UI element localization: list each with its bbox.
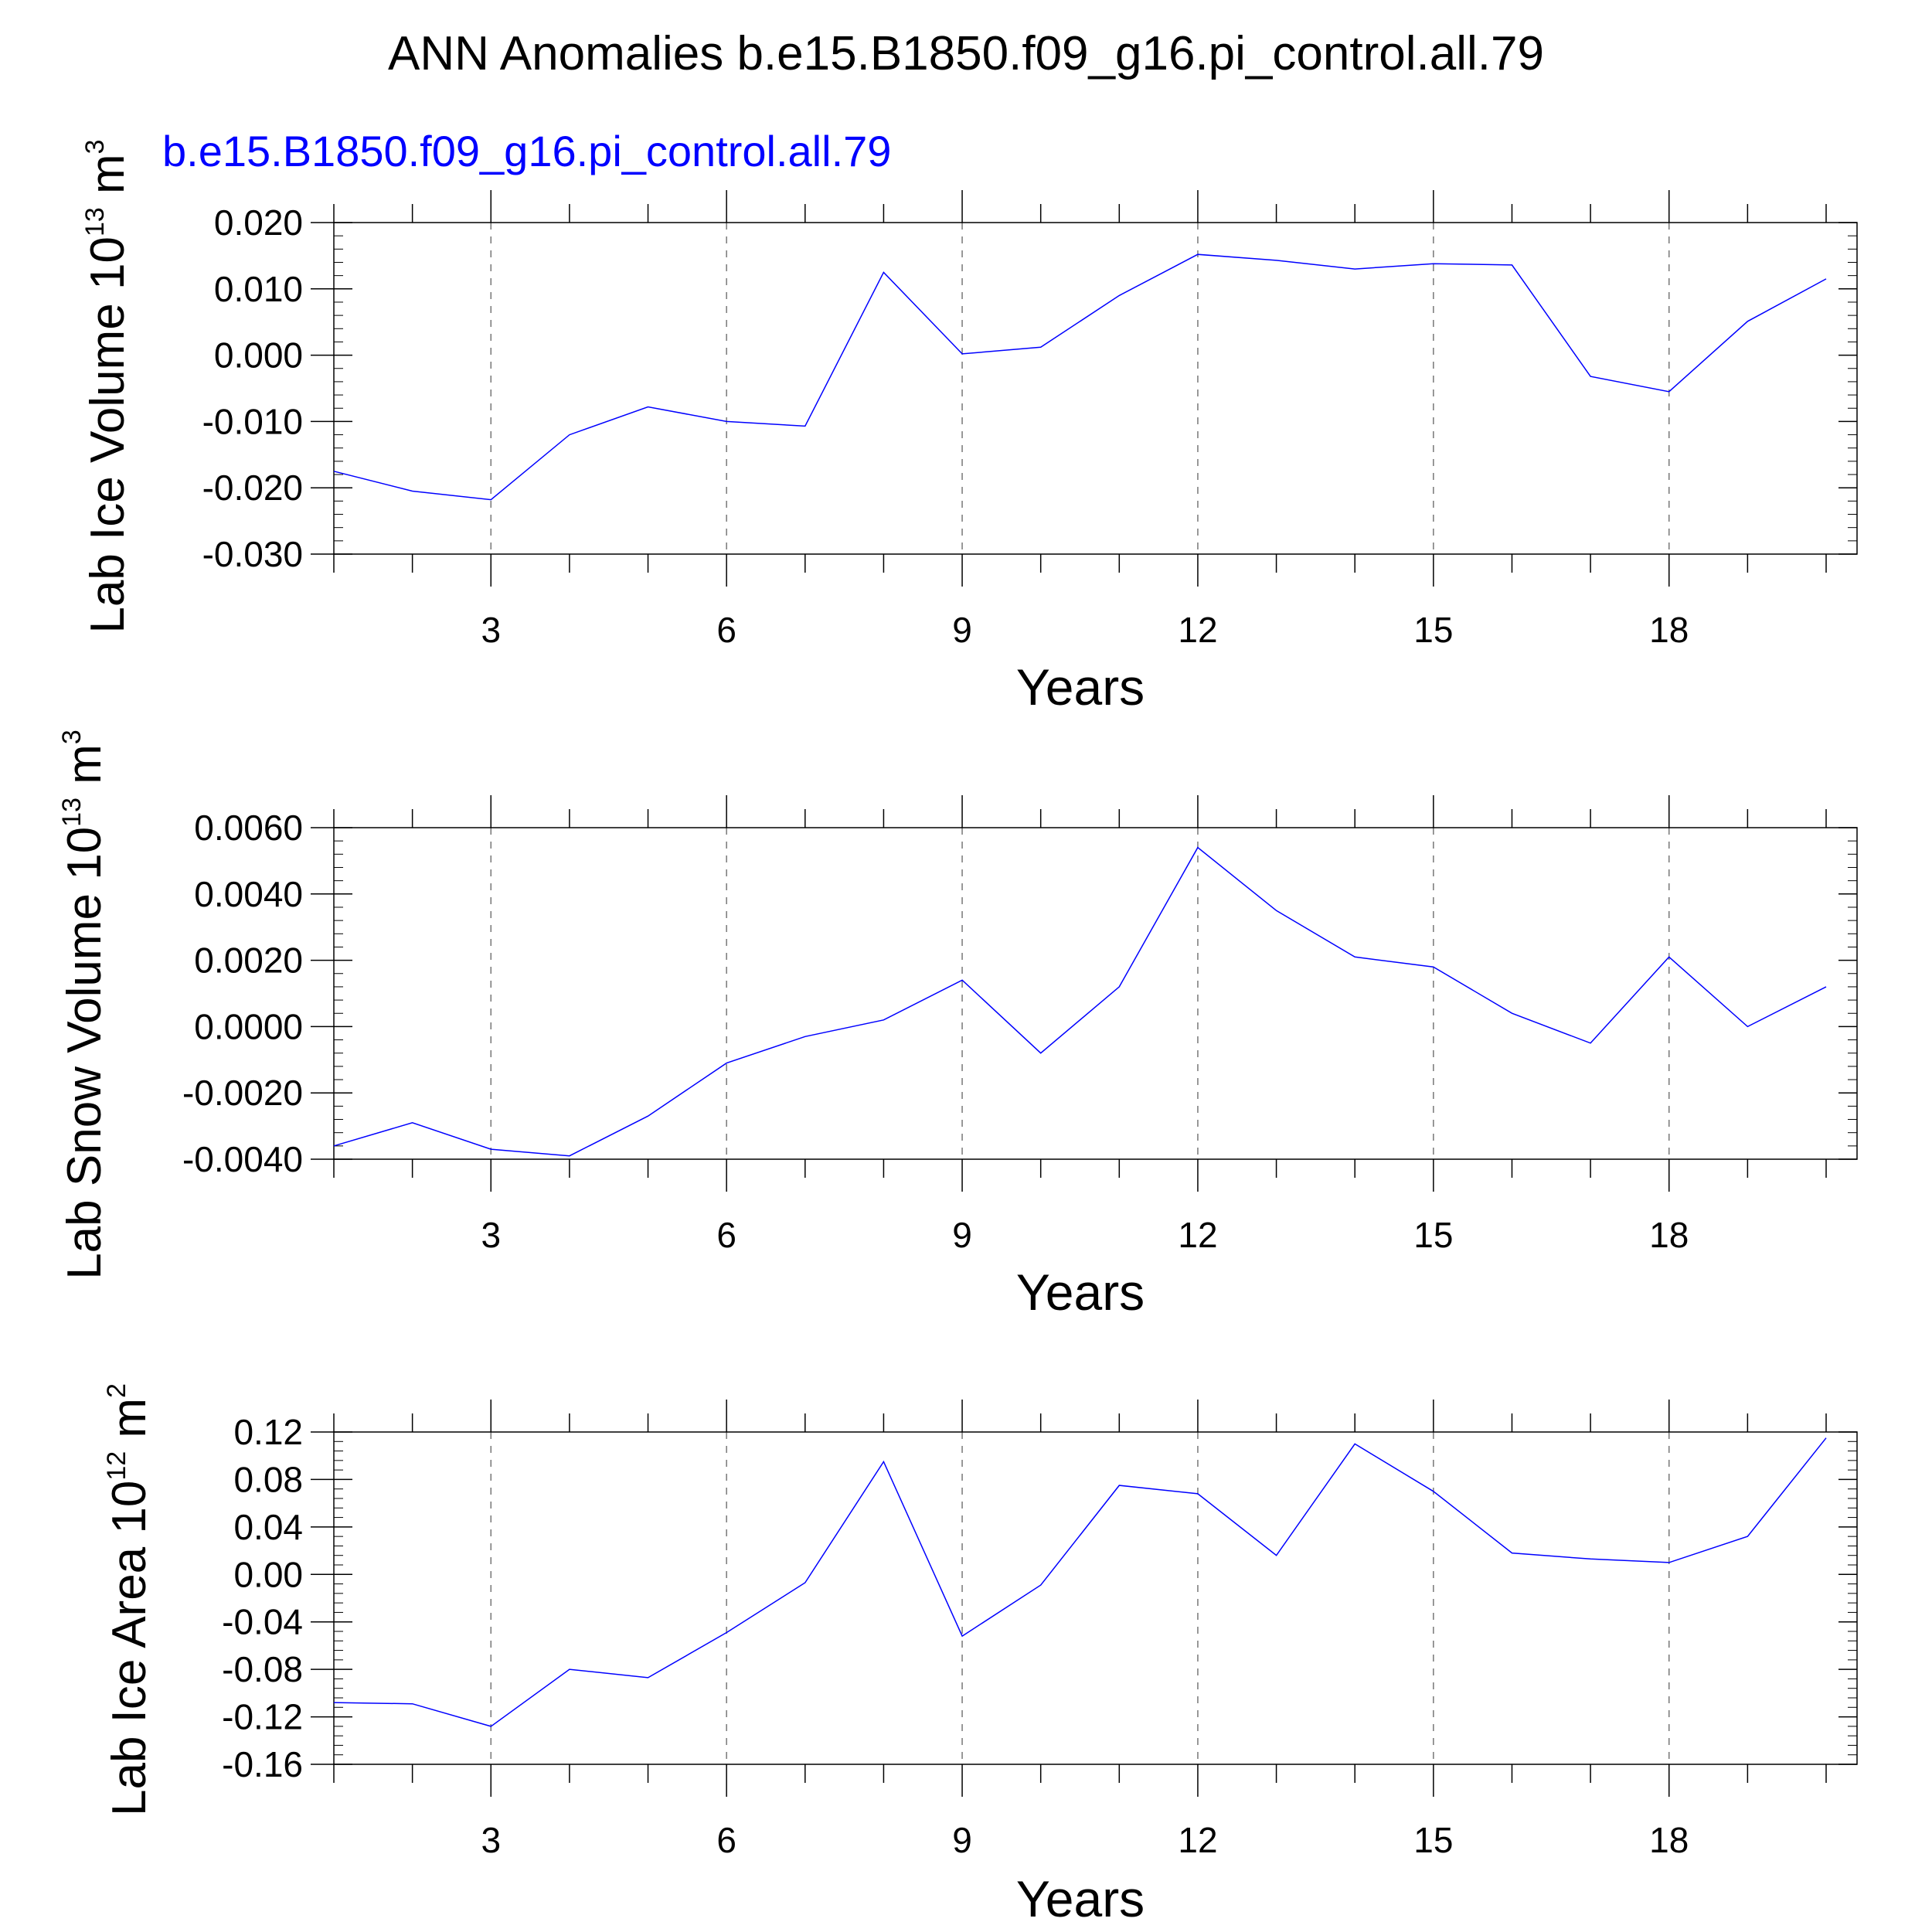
x-tick-label: 18 [1649,1820,1689,1860]
panel-snow-volume: -0.0040 -0.0020 0.0000 0.0020 0.0040 0.0060 3 6… [57,730,1858,1321]
x-tick-label: 6 [716,1820,736,1860]
y-tick-label: -0.08 [222,1649,303,1689]
x-tick-label: 9 [952,1820,972,1860]
plot-frame [333,222,1858,555]
panel-ice-area: -0.16 -0.12 -0.08 -0.04 0.00 0.04 0.08 0.12 3 6 9 1… [102,1383,1858,1927]
y-tick-label: -0.16 [222,1744,303,1784]
series-legend-label: b.e15.B1850.f09_g16.pi_control.all.79 [162,127,891,175]
x-tick-label: 6 [716,610,736,650]
y-tick-label: -0.010 [202,401,303,441]
series-line [333,1437,1827,1727]
y-tick-label: 0.020 [214,202,303,243]
x-axis-label: Years [1016,1870,1145,1927]
panel-ice-volume: -0.030 -0.020 -0.010 0.000 0.010 0.020 3 6 9 12 15… [80,139,1858,716]
y-tick-label: -0.030 [202,534,303,574]
x-tick-label: 18 [1649,610,1689,650]
y-tick-label: 0.0060 [194,808,303,848]
x-tick-label: 3 [481,1820,501,1860]
y-tick-label: -0.020 [202,468,303,508]
series-line [333,253,1827,501]
series-line [333,846,1827,1157]
x-tick-label: 18 [1649,1215,1689,1255]
x-tick-label: 15 [1413,610,1453,650]
x-axis-label: Years [1016,658,1145,716]
panels: -0.030 -0.020 -0.010 0.000 0.010 0.020 3 6 9 12 15… [57,139,1858,1927]
y-tick-label: 0.04 [233,1507,303,1547]
y-tick-label: 0.0020 [194,940,303,981]
y-axis-label: Lab Ice Area 1012 m2 [102,1383,156,1816]
x-tick-label: 3 [481,610,501,650]
y-tick-label: 0.08 [233,1459,303,1499]
x-tick-label: 3 [481,1215,501,1255]
y-tick-label: 0.0000 [194,1006,303,1046]
y-tick-label: -0.0040 [182,1139,303,1179]
x-tick-label: 9 [952,610,972,650]
y-tick-label: 0.010 [214,269,303,309]
y-axis-label: Lab Ice Volume 1013 m3 [80,139,134,633]
y-tick-label: -0.12 [222,1697,303,1737]
x-tick-label: 12 [1178,1215,1217,1255]
y-tick-label: -0.0020 [182,1073,303,1113]
x-axis-label: Years [1016,1264,1145,1321]
y-tick-label: 0.000 [214,335,303,376]
y-axis-label: Lab Snow Volume 1013 m3 [57,730,111,1280]
x-tick-label: 15 [1413,1820,1453,1860]
y-tick-label: 0.00 [233,1554,303,1594]
x-tick-label: 9 [952,1215,972,1255]
x-tick-label: 6 [716,1215,736,1255]
x-tick-label: 12 [1178,1820,1217,1860]
y-tick-label: 0.0040 [194,874,303,914]
plot-frame [333,1431,1858,1765]
y-tick-label: -0.04 [222,1602,303,1642]
x-tick-label: 15 [1413,1215,1453,1255]
plot-frame [333,827,1858,1160]
y-tick-label: 0.12 [233,1412,303,1452]
chart-title: ANN Anomalies b.e15.B1850.f09_g16.pi_con… [388,27,1544,80]
x-tick-label: 12 [1178,610,1217,650]
